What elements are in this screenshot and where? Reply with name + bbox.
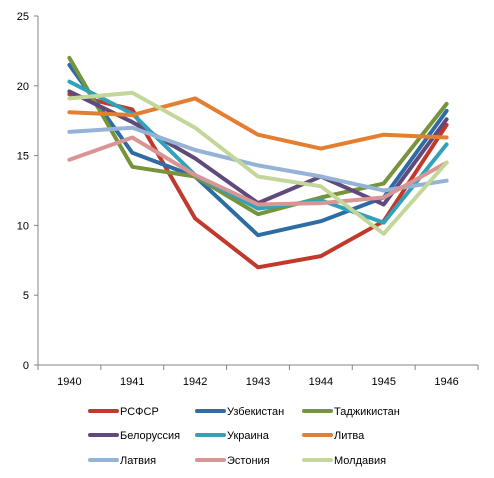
legend-label: Узбекистан	[227, 406, 284, 418]
y-axis: 0 5 10 15 20 25	[17, 11, 39, 372]
legend-label: Литва	[334, 430, 365, 442]
y-tick-label: 10	[17, 220, 29, 232]
legend-label: Белоруссия	[120, 430, 180, 442]
legend-label: Эстония	[227, 455, 270, 467]
legend-item: Узбекистан	[195, 406, 284, 418]
y-tick-label: 0	[23, 360, 29, 372]
legend-item: Белоруссия	[88, 430, 180, 442]
series-line-6	[67, 96, 449, 151]
series-line-3	[67, 55, 449, 217]
legend-label: Таджикистан	[334, 406, 400, 418]
legend-item: Таджикистан	[302, 406, 400, 418]
legend-item: Литва	[302, 430, 365, 442]
series-line-8	[67, 135, 449, 207]
x-tick-label: 1941	[120, 376, 144, 388]
series-line-7	[67, 125, 449, 193]
legend: РСФСР Узбекистан Таджикистан Белоруссия Укра…	[88, 406, 400, 467]
y-tick-label: 15	[17, 151, 29, 163]
y-tick-label: 25	[17, 11, 29, 23]
x-tick-label: 1945	[371, 376, 395, 388]
x-axis: 1940 1941 1942 1943 1944 1945 1946	[37, 364, 479, 388]
legend-item: Украина	[195, 430, 270, 442]
legend-item: Эстония	[195, 455, 270, 467]
x-tick-label: 1942	[183, 376, 207, 388]
legend-label: Латвия	[120, 455, 156, 467]
y-tick-label: 5	[23, 290, 29, 302]
series-lines	[67, 55, 449, 270]
legend-label: РСФСР	[120, 406, 159, 418]
legend-label: Молдавия	[334, 455, 386, 467]
x-tick-label: 1944	[309, 376, 333, 388]
legend-item: Молдавия	[302, 455, 386, 467]
legend-item: РСФСР	[88, 406, 159, 418]
legend-label: Украина	[227, 430, 270, 442]
x-tick-label: 1943	[246, 376, 270, 388]
y-tick-label: 20	[17, 81, 29, 93]
x-tick-label: 1940	[57, 376, 81, 388]
series-line-9	[67, 90, 449, 236]
legend-item: Латвия	[88, 455, 156, 467]
x-tick-label: 1946	[434, 376, 458, 388]
